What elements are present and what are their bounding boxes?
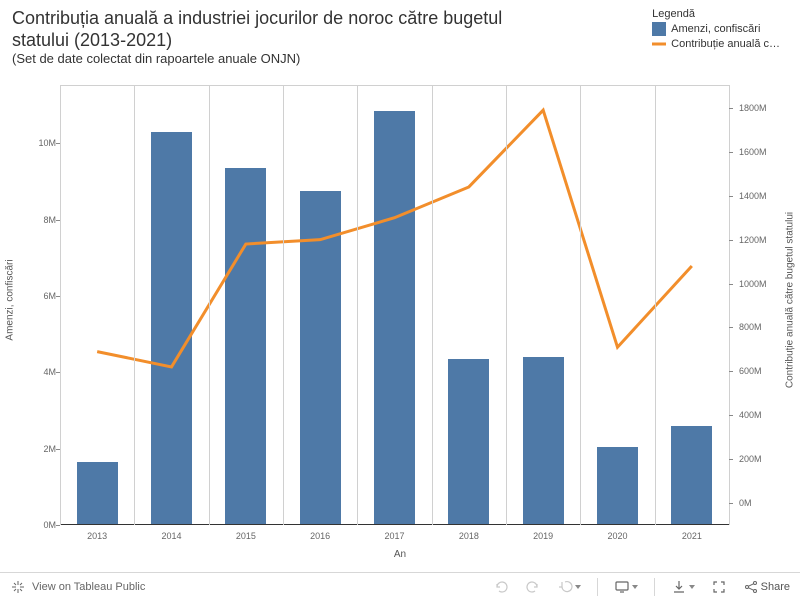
x-tick-label: 2016	[310, 531, 330, 541]
x-tick-label: 2018	[459, 531, 479, 541]
chart-title: Contribuția anuală a industriei jocurilo…	[12, 8, 552, 51]
x-tick-label: 2013	[87, 531, 107, 541]
y-right-tick-label: 1400M	[739, 191, 779, 201]
toolbar: View on Tableau Public	[0, 572, 800, 600]
share-label: Share	[761, 581, 790, 593]
y-left-labels: 0M2M4M6M8M10M	[16, 86, 56, 525]
chevron-down-icon	[689, 585, 695, 589]
y-right-tick-label: 800M	[739, 322, 779, 332]
tableau-logo-icon	[10, 579, 26, 595]
chart-area: 0M2M4M6M8M10M 0M200M400M600M800M1000M120…	[60, 85, 730, 525]
line-layer	[60, 86, 729, 525]
y-left-axis-title: Amenzi, confiscări	[5, 259, 16, 340]
legend-item-bar[interactable]: Amenzi, confiscări	[652, 22, 780, 36]
download-icon	[671, 579, 687, 595]
toolbar-right: Share	[493, 578, 790, 596]
x-axis-labels: 2013 2014 2015 2016 2017 2018 2019 2020 2021	[60, 527, 730, 545]
y-left-tick-label: 6M	[16, 291, 56, 301]
y-right-tick-label: 1600M	[739, 147, 779, 157]
x-tick-label: 2017	[384, 531, 404, 541]
y-left-tick-label: 10M	[16, 138, 56, 148]
x-tick-label: 2014	[161, 531, 181, 541]
line-series[interactable]	[97, 110, 692, 367]
chevron-down-icon	[632, 585, 638, 589]
legend-label: Amenzi, confiscări	[671, 23, 760, 35]
y-left-tick-label: 0M	[16, 520, 56, 530]
fullscreen-icon[interactable]	[711, 579, 727, 595]
download-button[interactable]	[671, 579, 695, 595]
y-left-tick-label: 8M	[16, 215, 56, 225]
title-block: Contribuția anuală a industriei jocurilo…	[12, 8, 552, 66]
x-axis-title: An	[394, 549, 406, 560]
legend-label: Contribuție anuală c…	[671, 38, 780, 50]
device-icon	[614, 579, 630, 595]
x-tick-label: 2020	[607, 531, 627, 541]
y-right-tick-label: 1000M	[739, 279, 779, 289]
undo-icon[interactable]	[493, 579, 509, 595]
x-tick-label: 2015	[236, 531, 256, 541]
y-right-tick-label: 600M	[739, 366, 779, 376]
revert-icon	[557, 579, 573, 595]
separator	[597, 578, 598, 596]
y-right-tick-label: 0M	[739, 498, 779, 508]
chart-subtitle: (Set de date colectat din rapoartele anu…	[12, 51, 552, 66]
legend-title: Legendă	[652, 8, 780, 20]
device-button[interactable]	[614, 579, 638, 595]
header: Contribuția anuală a industriei jocurilo…	[0, 0, 800, 70]
tableau-public-link[interactable]: View on Tableau Public	[10, 579, 145, 595]
y-left-tick-label: 2M	[16, 444, 56, 454]
legend-swatch-bar	[652, 22, 666, 36]
y-right-tick-label: 400M	[739, 410, 779, 420]
plot-area	[60, 86, 729, 525]
x-tick-label: 2019	[533, 531, 553, 541]
chevron-down-icon	[575, 585, 581, 589]
x-axis-baseline	[60, 524, 729, 525]
y-right-tick-label: 200M	[739, 454, 779, 464]
share-button[interactable]: Share	[743, 579, 790, 595]
y-right-tick-label: 1800M	[739, 103, 779, 113]
tableau-public-label: View on Tableau Public	[32, 581, 145, 593]
y-right-axis-title: Contribuție anuală către bugetul statulu…	[785, 212, 796, 388]
separator	[654, 578, 655, 596]
share-icon	[743, 579, 759, 595]
y-right-labels: 0M 200M 400M 600M 800M 1000M 1200M 1400M 1600M 18…	[739, 86, 779, 525]
legend-swatch-line	[652, 37, 666, 51]
x-tick-label: 2021	[682, 531, 702, 541]
y-left-tick-label: 4M	[16, 367, 56, 377]
y-right-tick-label: 1200M	[739, 235, 779, 245]
legend: Legendă Amenzi, confiscări Contribuție a…	[652, 8, 780, 51]
redo-icon[interactable]	[525, 579, 541, 595]
legend-item-line[interactable]: Contribuție anuală c…	[652, 37, 780, 51]
revert-button[interactable]	[557, 579, 581, 595]
